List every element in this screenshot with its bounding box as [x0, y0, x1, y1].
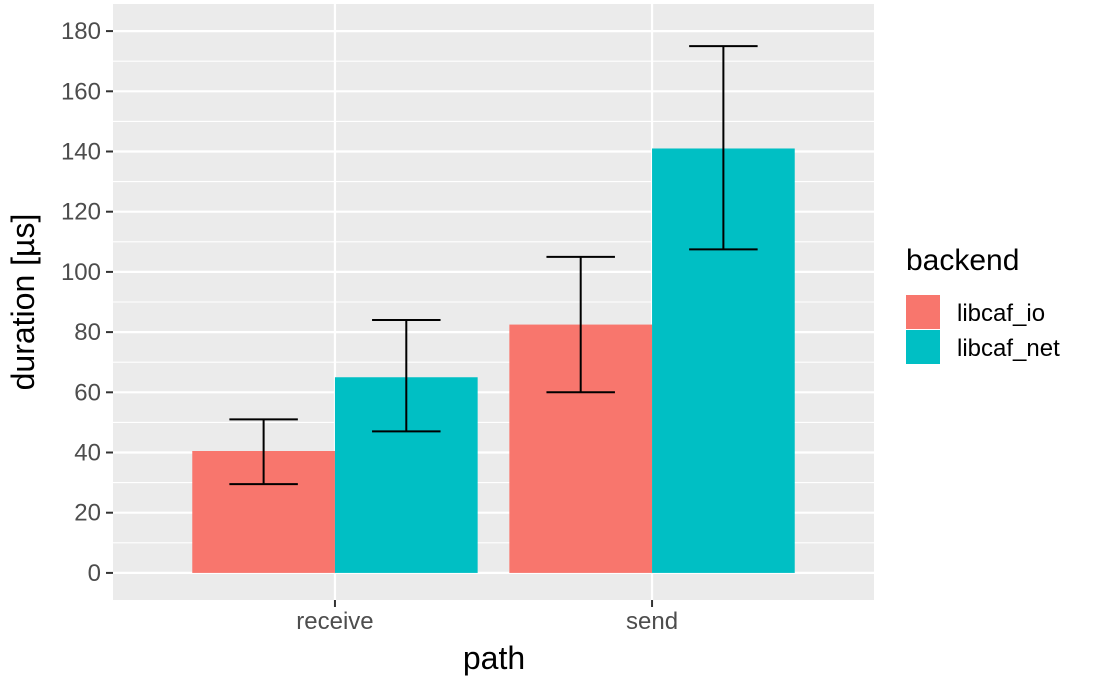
x-axis-title: path — [463, 640, 525, 676]
y-tick-label: 80 — [74, 319, 101, 346]
y-tick-label: 140 — [61, 138, 101, 165]
y-tick-label: 100 — [61, 259, 101, 286]
bars-layer — [192, 148, 795, 573]
legend: backend libcaf_io libcaf_net — [906, 244, 1060, 364]
legend-label-libcaf_io: libcaf_io — [957, 300, 1045, 327]
y-axis: 0 20 40 60 80 100 120 140 160 180 — [61, 18, 113, 587]
y-tick-label: 0 — [88, 560, 101, 587]
x-tick-label: receive — [296, 608, 373, 635]
legend-title: backend — [906, 244, 1019, 277]
y-axis-title: duration [µs] — [5, 214, 41, 391]
y-tick-label: 40 — [74, 440, 101, 467]
y-tick-label: 160 — [61, 78, 101, 105]
y-tick-label: 180 — [61, 18, 101, 45]
y-tick-label: 60 — [74, 379, 101, 406]
legend-key-libcaf_io — [906, 295, 940, 329]
x-axis: receive send — [296, 600, 678, 635]
legend-key-libcaf_net — [906, 330, 940, 364]
legend-label-libcaf_net: libcaf_net — [957, 335, 1060, 362]
y-tick-label: 20 — [74, 500, 101, 527]
x-tick-label: send — [626, 608, 678, 635]
error-bars-layer — [229, 45, 758, 486]
y-tick-label: 120 — [61, 199, 101, 226]
